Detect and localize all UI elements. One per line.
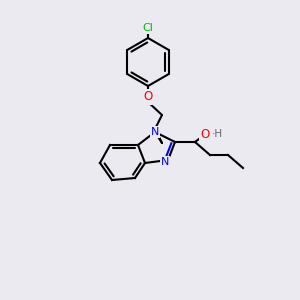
Text: Cl: Cl: [142, 23, 153, 33]
Text: N: N: [161, 157, 169, 167]
Text: ·H: ·H: [212, 129, 223, 139]
Text: O: O: [143, 91, 153, 103]
Text: N: N: [151, 127, 159, 137]
Text: O: O: [200, 128, 210, 140]
